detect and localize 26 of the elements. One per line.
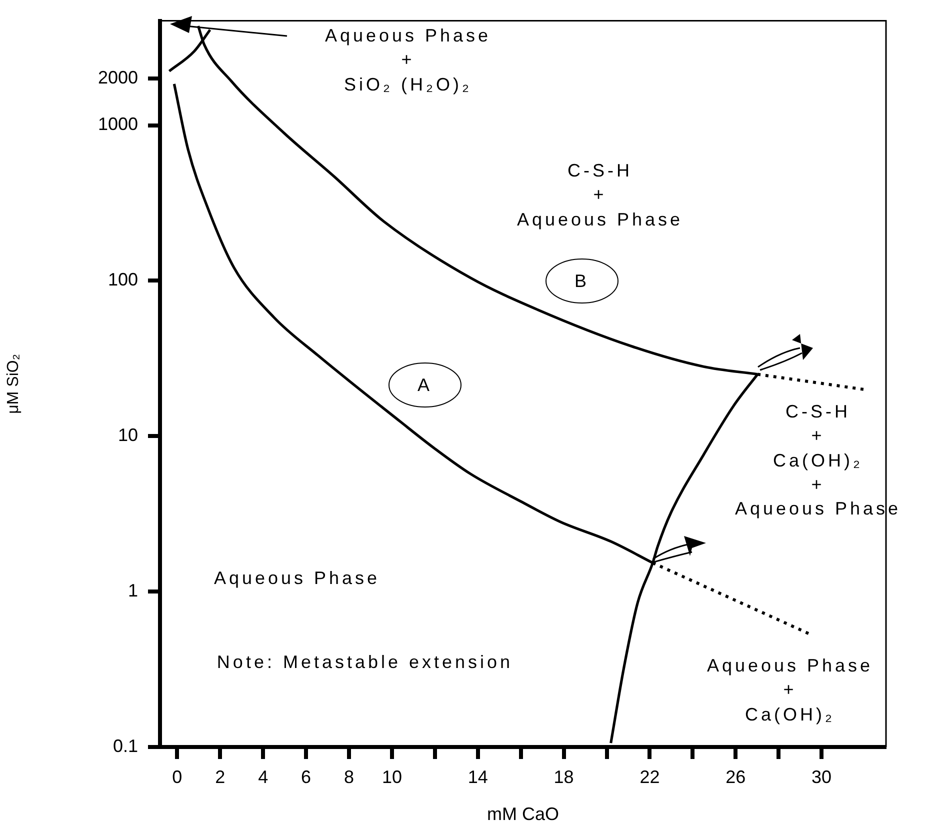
x-tick-label: 10 — [382, 766, 402, 787]
annotation: Aqueous Phase + SiO₂ (H₂O)₂ — [324, 24, 492, 96]
annotation: Note: Metastable extension — [216, 650, 514, 674]
y-tick-label: 1000 — [98, 114, 138, 134]
annotation: B — [574, 270, 590, 293]
annotation: A — [417, 374, 433, 397]
x-tick-label: 14 — [468, 766, 488, 787]
y-tick-label: 0.1 — [112, 736, 138, 756]
x-tick-label: 2 — [215, 766, 226, 787]
x-tick-label: 26 — [726, 766, 746, 787]
annotation: Aqueous Phase — [214, 566, 380, 590]
x-tick-label: 30 — [812, 766, 832, 787]
y-tick-label: 1 — [128, 580, 138, 601]
x-tick-label: 22 — [640, 766, 660, 787]
y-tick-label: 100 — [108, 270, 138, 290]
y-tick-label: 2000 — [98, 67, 138, 88]
x-tick-label: 6 — [301, 766, 312, 787]
annotation: Aqueous Phase + Ca(OH)₂ — [706, 654, 874, 726]
x-tick-label: 18 — [554, 766, 574, 787]
y-axis-title: μM SiO₂ — [5, 354, 22, 414]
x-tick-label: 8 — [344, 766, 354, 787]
annotation: C-S-H + Aqueous Phase — [516, 160, 684, 232]
x-axis-title: mM CaO — [487, 804, 559, 824]
y-tick-label: 10 — [118, 425, 138, 446]
x-tick-label: 0 — [172, 766, 182, 787]
x-tick-label: 4 — [258, 766, 268, 787]
